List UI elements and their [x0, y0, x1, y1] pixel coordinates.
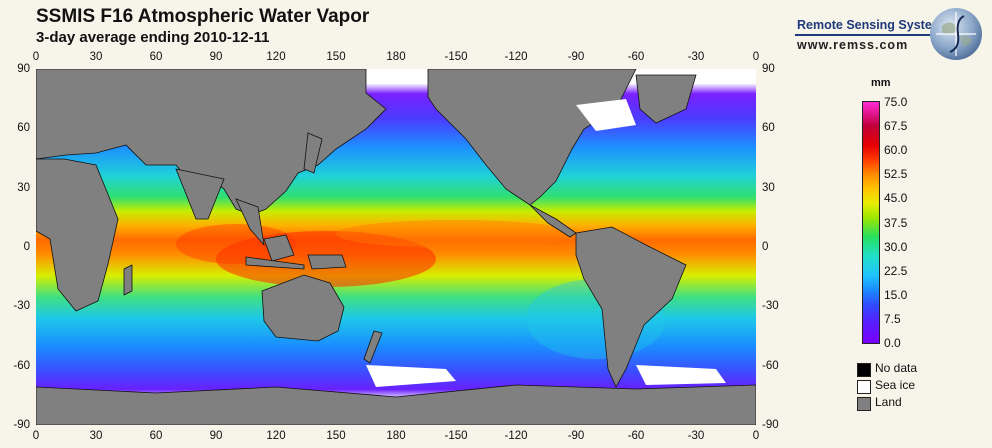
latitude-tick-label: -30 [762, 300, 779, 313]
legend-label: No data [875, 361, 918, 375]
colorbar-tick-label: 7.5 [884, 311, 901, 326]
longitude-tick-label: 90 [209, 51, 223, 63]
longitude-tick-label: 0 [752, 51, 760, 63]
longitude-tick-label: -60 [627, 430, 645, 442]
sea-ice-weddell-sea [636, 365, 726, 385]
longitude-tick-label: 180 [386, 430, 406, 442]
longitude-tick-label: -90 [567, 430, 585, 442]
latitude-tick-label: -60 [762, 359, 779, 372]
latitude-tick-label: 0 [23, 241, 30, 253]
sea-ice-hudson-bay [576, 99, 636, 131]
brand-divider [795, 34, 945, 36]
land-antarctica [36, 384, 756, 425]
longitude-tick-label: 150 [326, 430, 346, 442]
longitude-tick-label: 0 [752, 430, 760, 442]
colorbar-tick-label: 15.0 [884, 287, 908, 302]
latitude-tick-label: -60 [13, 359, 30, 372]
map-subtitle: 3-day average ending 2010-12-11 [36, 29, 270, 46]
land-new-zealand [363, 330, 383, 364]
legend-label: Land [875, 395, 902, 409]
land-java-islands [245, 256, 305, 270]
land-south-america [575, 226, 687, 388]
land-greenland [635, 74, 697, 124]
land-india [175, 168, 225, 220]
latitude-tick-label: 60 [17, 122, 30, 135]
legend-label: Sea ice [875, 378, 916, 392]
warm-pool-indian-ocean [176, 224, 296, 264]
longitude-tick-label: 60 [149, 51, 163, 63]
longitude-tick-label: -120 [504, 430, 528, 442]
land-new-guinea [307, 254, 347, 270]
legend-swatch [857, 380, 871, 394]
longitude-tick-label: 150 [326, 51, 346, 63]
latitude-tick-label: -90 [13, 419, 30, 431]
land-madagascar [123, 264, 133, 296]
longitude-tick-label: 180 [386, 51, 406, 63]
itcz-east-pacific [336, 220, 576, 248]
longitude-tick-label: -120 [504, 51, 528, 63]
colorbar-tick-label: 45.0 [884, 191, 908, 206]
sea-ice-areas [366, 99, 726, 387]
longitude-tick-label: -30 [687, 430, 705, 442]
colorbar-tick-label: 30.0 [884, 239, 908, 254]
latitude-tick-label: 30 [17, 181, 30, 194]
longitude-tick-label: 120 [266, 51, 286, 63]
longitude-tick-label: 90 [209, 430, 223, 442]
colorbar-tick-label: 60.0 [884, 143, 908, 158]
longitude-tick-label: -30 [687, 51, 705, 63]
land-africa [36, 158, 119, 312]
longitude-tick-label: -150 [444, 430, 468, 442]
brand-name[interactable]: Remote Sensing Systems [797, 18, 950, 32]
latitude-tick-label: 0 [762, 241, 769, 253]
map-title: SSMIS F16 Atmospheric Water Vapor [36, 6, 370, 27]
land-masses [36, 69, 756, 425]
colorbar-tick-label: 0.0 [884, 336, 901, 350]
latitude-tick-label: 90 [762, 63, 775, 75]
land-australia [261, 274, 345, 342]
globe-logo-icon [930, 8, 982, 60]
latitude-tick-label: -90 [762, 419, 779, 431]
longitude-tick-label: 30 [89, 51, 103, 63]
colorbar-tick-label: 37.5 [884, 215, 908, 230]
colorbar [862, 101, 880, 344]
longitude-tick-label: 0 [32, 430, 40, 442]
colorbar-tick-label: 67.5 [884, 119, 908, 134]
colorbar-tick-label: 52.5 [884, 167, 908, 182]
longitude-tick-label: 30 [89, 430, 103, 442]
legend-swatch [857, 363, 871, 377]
water-vapor-map [36, 69, 756, 425]
longitude-tick-label: -60 [627, 51, 645, 63]
latitude-tick-label: -30 [13, 300, 30, 313]
latitude-tick-label: 90 [17, 63, 30, 75]
land-indochina [235, 198, 265, 247]
latitude-tick-label: 60 [762, 122, 775, 135]
colorbar-tick-label: 22.5 [884, 263, 908, 278]
longitude-tick-label: -150 [444, 51, 468, 63]
longitude-tick-label: -90 [567, 51, 585, 63]
land-central-america [529, 204, 577, 238]
land-borneo [263, 234, 295, 262]
longitude-tick-label: 120 [266, 430, 286, 442]
latitude-tick-label: 30 [762, 181, 775, 194]
colorbar-unit: mm [871, 77, 891, 89]
land-japan [303, 132, 323, 174]
colorbar-tick-label: 75.0 [884, 95, 908, 109]
longitude-tick-label: 60 [149, 430, 163, 442]
longitude-tick-label: 0 [32, 51, 40, 63]
legend-swatch [857, 397, 871, 411]
sea-ice-ross-sea [366, 365, 456, 387]
brand-url-link[interactable]: www.remss.com [797, 38, 909, 52]
